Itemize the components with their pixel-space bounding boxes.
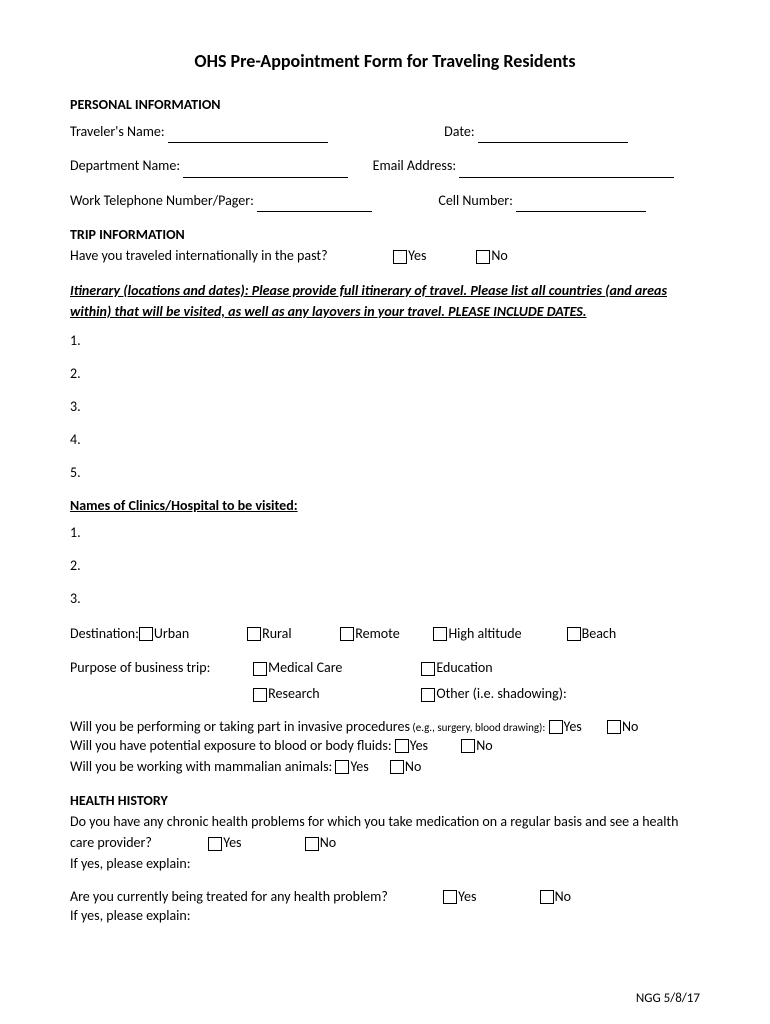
purpose-research-label: Research xyxy=(268,683,418,705)
chronic-yes-label: Yes xyxy=(223,834,241,851)
intl-no-checkbox[interactable] xyxy=(476,250,490,264)
treated-explain[interactable]: If yes, please explain: xyxy=(70,905,700,927)
row-invasive: Will you be performing or taking part in… xyxy=(70,718,700,735)
dest-remote-checkbox[interactable] xyxy=(340,627,354,641)
purpose-medical-checkbox[interactable] xyxy=(253,662,267,676)
dest-urban-label: Urban xyxy=(154,623,244,645)
purpose-education-checkbox[interactable] xyxy=(421,662,435,676)
invasive-no-label: No xyxy=(622,718,638,735)
dest-altitude-checkbox[interactable] xyxy=(433,627,447,641)
traveler-name-label: Traveler's Name: xyxy=(70,123,165,140)
chronic-question: Do you have any chronic health problems … xyxy=(70,813,678,851)
clinic-3[interactable]: 3. xyxy=(70,590,700,607)
chronic-no-label: No xyxy=(320,834,336,851)
cell-label: Cell Number: xyxy=(438,192,513,209)
dest-beach-label: Beach xyxy=(582,625,617,642)
animals-yes-checkbox[interactable] xyxy=(335,760,349,774)
row-destination: Destination: Urban Rural Remote High alti… xyxy=(70,623,700,645)
invasive-no-checkbox[interactable] xyxy=(607,720,621,734)
clinics-header: Names of Clinics/Hospital to be visited: xyxy=(70,497,700,514)
dest-altitude-label: High altitude xyxy=(448,623,563,645)
clinic-1[interactable]: 1. xyxy=(70,524,700,541)
treated-yes-label: Yes xyxy=(458,888,476,905)
intl-no-label: No xyxy=(491,247,507,264)
purpose-medical-label: Medical Care xyxy=(268,657,418,679)
form-title: OHS Pre-Appointment Form for Traveling R… xyxy=(70,50,700,72)
row-dept-email: Department Name: Email Address: xyxy=(70,155,700,177)
chronic-explain[interactable]: If yes, please explain: xyxy=(70,853,700,875)
dest-rural-label: Rural xyxy=(262,623,337,645)
treated-no-label: No xyxy=(555,888,571,905)
dest-urban-checkbox[interactable] xyxy=(139,627,153,641)
row-chronic: Do you have any chronic health problems … xyxy=(70,811,700,853)
dest-rural-checkbox[interactable] xyxy=(247,627,261,641)
invasive-yes-checkbox[interactable] xyxy=(549,720,563,734)
row-animals: Will you be working with mammalian anima… xyxy=(70,756,700,778)
itinerary-instructions: Itinerary (locations and dates): Please … xyxy=(70,280,700,322)
dest-remote-label: Remote xyxy=(355,623,430,645)
department-input[interactable] xyxy=(183,177,348,178)
itinerary-5[interactable]: 5. xyxy=(70,464,700,481)
date-label: Date: xyxy=(444,123,474,140)
footer-text: NGG 5/8/17 xyxy=(636,991,700,1006)
form-page: OHS Pre-Appointment Form for Traveling R… xyxy=(0,0,770,1024)
animals-yes-label: Yes xyxy=(350,758,368,775)
row-treated: Are you currently being treated for any … xyxy=(70,888,700,905)
invasive-eg: (e.g., surgery, blood drawing): xyxy=(410,721,545,734)
blood-no-checkbox[interactable] xyxy=(461,739,475,753)
destination-label: Destination: xyxy=(70,625,139,642)
animals-no-label: No xyxy=(405,758,421,775)
row-blood: Will you have potential exposure to bloo… xyxy=(70,737,700,754)
traveler-name-input[interactable] xyxy=(168,142,328,143)
blood-no-label: No xyxy=(476,737,492,754)
email-label: Email Address: xyxy=(373,157,457,174)
itinerary-4[interactable]: 4. xyxy=(70,431,700,448)
treated-question: Are you currently being treated for any … xyxy=(70,888,440,905)
itinerary-3[interactable]: 3. xyxy=(70,398,700,415)
dest-beach-checkbox[interactable] xyxy=(567,627,581,641)
health-section-header: HEALTH HISTORY xyxy=(70,792,700,809)
work-phone-input[interactable] xyxy=(257,211,372,212)
intl-question: Have you traveled internationally in the… xyxy=(70,245,390,267)
purpose-other-checkbox[interactable] xyxy=(421,688,435,702)
intl-yes-checkbox[interactable] xyxy=(393,250,407,264)
purpose-education-label: Education xyxy=(436,659,492,676)
blood-question: Will you have potential exposure to bloo… xyxy=(70,737,392,754)
purpose-label: Purpose of business trip: xyxy=(70,657,250,679)
invasive-yes-label: Yes xyxy=(564,718,582,735)
row-intl-travel: Have you traveled internationally in the… xyxy=(70,245,700,267)
chronic-no-checkbox[interactable] xyxy=(305,837,319,851)
intl-yes-label: Yes xyxy=(408,247,426,264)
itinerary-2[interactable]: 2. xyxy=(70,365,700,382)
itinerary-1[interactable]: 1. xyxy=(70,332,700,349)
chronic-yes-checkbox[interactable] xyxy=(208,837,222,851)
clinic-2[interactable]: 2. xyxy=(70,557,700,574)
row-name-date: Traveler's Name: Date: xyxy=(70,121,700,143)
treated-yes-checkbox[interactable] xyxy=(443,890,457,904)
trip-section-header: TRIP INFORMATION xyxy=(70,226,700,243)
work-phone-label: Work Telephone Number/Pager: xyxy=(70,192,254,209)
cell-input[interactable] xyxy=(516,211,646,212)
department-label: Department Name: xyxy=(70,157,180,174)
invasive-question: Will you be performing or taking part in… xyxy=(70,718,410,735)
animals-no-checkbox[interactable] xyxy=(390,760,404,774)
purpose-other-label: Other (i.e. shadowing): xyxy=(436,685,566,702)
email-input[interactable] xyxy=(459,177,674,178)
row-purpose-1: Purpose of business trip: Medical Care E… xyxy=(70,657,700,679)
blood-yes-checkbox[interactable] xyxy=(395,739,409,753)
treated-no-checkbox[interactable] xyxy=(540,890,554,904)
row-phone-cell: Work Telephone Number/Pager: Cell Number… xyxy=(70,190,700,212)
animals-question: Will you be working with mammalian anima… xyxy=(70,758,332,775)
personal-section-header: PERSONAL INFORMATION xyxy=(70,96,700,113)
purpose-research-checkbox[interactable] xyxy=(253,688,267,702)
blood-yes-label: Yes xyxy=(410,737,428,754)
date-input[interactable] xyxy=(478,142,628,143)
row-purpose-2: Research Other (i.e. shadowing): xyxy=(70,683,700,705)
